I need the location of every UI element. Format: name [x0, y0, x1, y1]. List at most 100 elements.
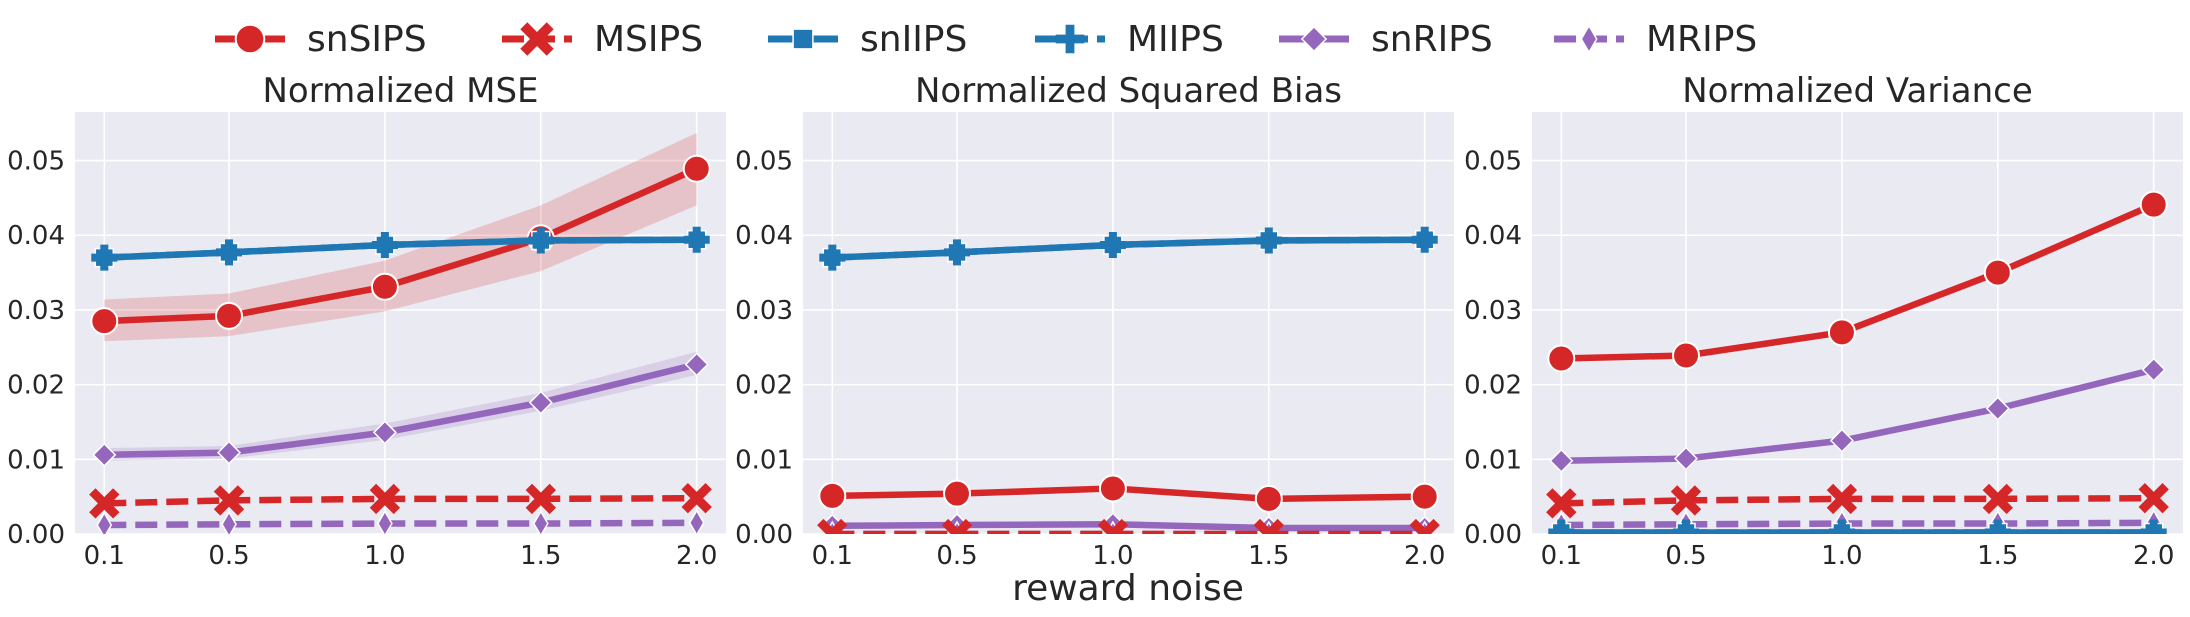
- data-point-msips: [213, 485, 245, 516]
- data-point-mrips: [377, 510, 393, 534]
- y-tick-label: 0.04: [7, 221, 65, 251]
- y-tick-label: 0.02: [735, 371, 793, 401]
- series-layer: [817, 226, 1440, 534]
- data-point-snrips: [1673, 446, 1699, 471]
- series-mrips: [96, 509, 705, 534]
- data-point-miips: [1673, 519, 1700, 534]
- series-snsips: [818, 474, 1439, 513]
- data-point-miips: [527, 227, 554, 254]
- data-point-msips: [1826, 483, 1858, 515]
- ci-band-snsips: [104, 132, 697, 342]
- data-point-msips: [1982, 483, 2013, 515]
- y-tick-label: 0.00: [735, 520, 793, 550]
- data-point-mrips: [688, 509, 705, 534]
- x-tick-label: 0.5: [208, 541, 249, 571]
- legend-item-mrips: MRIPS: [1554, 19, 1757, 60]
- series-msips: [817, 518, 1440, 534]
- x-tick-label: 2.0: [676, 541, 717, 571]
- y-tick-label: 0.04: [735, 221, 793, 251]
- data-point-miips: [2140, 519, 2167, 534]
- data-point-msips: [817, 518, 848, 534]
- data-point-snsips: [1547, 344, 1576, 373]
- plot-background: [75, 112, 726, 534]
- x-tick-label: 2.0: [2133, 541, 2174, 571]
- data-point-msips: [525, 483, 556, 515]
- data-point-msips: [681, 482, 712, 514]
- y-tick-label: 0.05: [1464, 147, 1522, 177]
- y-tick-label: 0.04: [1464, 221, 1522, 251]
- data-point-msips: [1409, 518, 1440, 534]
- series-miips: [819, 226, 1438, 271]
- data-point-miips: [216, 239, 243, 266]
- y-tick-label: 0.00: [1464, 520, 1522, 550]
- x-tick-label: 0.1: [84, 541, 125, 571]
- data-point-snsips: [943, 479, 972, 508]
- y-tick-label: 0.03: [7, 296, 65, 326]
- data-point-snrips: [684, 352, 709, 377]
- legend-item-msips: MSIPS: [502, 19, 703, 60]
- series-line-snrips: [832, 521, 1425, 532]
- series-snsips: [1547, 190, 2168, 373]
- y-tick-label: 0.01: [7, 445, 65, 475]
- x-tick-label: 1.0: [364, 541, 405, 571]
- legend-label-mrips: MRIPS: [1646, 19, 1757, 60]
- data-point-miips: [944, 239, 971, 266]
- data-point-snsips: [215, 301, 244, 330]
- x-tick-label: 1.5: [1248, 541, 1289, 571]
- y-tick-label: 0.00: [7, 520, 65, 550]
- data-point-miips: [1984, 519, 2011, 534]
- data-point-snrips: [2141, 357, 2166, 382]
- data-point-msips: [1546, 488, 1577, 519]
- legend-label-msips: MSIPS: [594, 19, 703, 60]
- data-point-miips: [91, 244, 118, 271]
- data-point-snsips: [1672, 341, 1701, 370]
- data-point-mrips: [96, 511, 113, 534]
- y-tick-label: 0.03: [1464, 296, 1522, 326]
- legend-item-miips: MIIPS: [1035, 19, 1224, 60]
- legend-marker-miips: [1055, 24, 1085, 54]
- ci-band-snrips: [104, 351, 697, 461]
- panel-title: Normalized MSE: [262, 71, 538, 111]
- data-point-miips: [683, 226, 710, 253]
- panel-normalized-variance: 0.00 0.01 0.02 0.03 0.04 0.05 0.1 0.5 1.0 1.5 2.0 N…: [1464, 71, 2183, 571]
- legend-marker-msips: [520, 22, 554, 56]
- data-point-snsips: [370, 272, 399, 301]
- data-point-snsips: [818, 481, 847, 510]
- data-point-miips: [819, 244, 846, 271]
- data-point-mrips: [532, 510, 549, 534]
- legend-label-sniips: snIIPS: [860, 19, 967, 60]
- legend-item-snsips: snSIPS: [215, 19, 427, 60]
- data-point-snrips: [1829, 428, 1854, 453]
- data-point-snsips: [682, 154, 711, 183]
- x-axis-label: reward noise: [1012, 568, 1244, 609]
- chart-panels: 0.00 0.01 0.02 0.03 0.04 0.05 0.1 0.5 1.0 1.5 2.0 N…: [7, 71, 2183, 571]
- x-tick-label: 0.5: [1665, 541, 1706, 571]
- series-snrips: [1549, 357, 2166, 473]
- series-miips: [91, 226, 710, 271]
- data-point-snsips: [1410, 482, 1439, 511]
- y-tick-label: 0.01: [1464, 445, 1522, 475]
- x-tick-label: 1.0: [1092, 541, 1133, 571]
- series-msips: [89, 482, 712, 519]
- data-point-snsips: [1983, 258, 2012, 287]
- data-point-snsips: [90, 307, 119, 336]
- data-point-snrips: [1549, 448, 1574, 473]
- data-point-msips: [1253, 518, 1284, 534]
- y-tick-label: 0.05: [7, 147, 65, 177]
- data-point-mrips: [221, 510, 237, 534]
- x-tick-label: 0.5: [936, 541, 977, 571]
- x-tick-label: 1.5: [1977, 541, 2018, 571]
- legend-label-snsips: snSIPS: [307, 19, 427, 60]
- data-point-snsips: [1827, 318, 1856, 347]
- x-tick-label: 0.1: [1541, 541, 1582, 571]
- series-miips: [1548, 519, 2167, 534]
- series-msips: [1546, 482, 2169, 519]
- y-tick-label: 0.01: [735, 445, 793, 475]
- series-layer: [1546, 190, 2169, 534]
- legend-item-sniips: snIIPS: [768, 19, 967, 60]
- data-point-miips: [1828, 519, 1855, 534]
- y-tick-label: 0.02: [1464, 371, 1522, 401]
- data-point-snrips: [216, 440, 242, 465]
- data-point-miips: [1099, 231, 1126, 258]
